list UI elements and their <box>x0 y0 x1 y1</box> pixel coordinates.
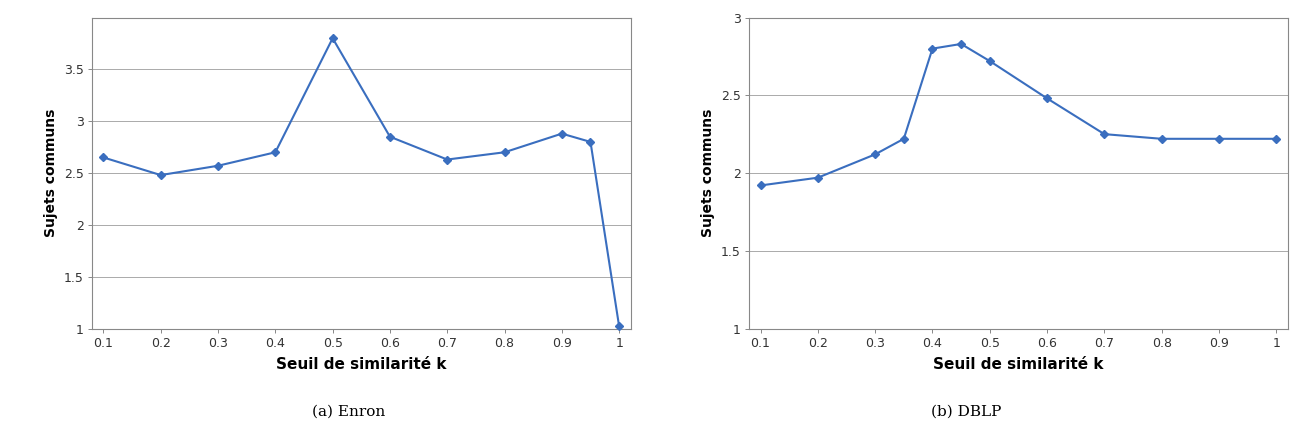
Text: (a) Enron: (a) Enron <box>311 405 385 419</box>
Y-axis label: Sujets communs: Sujets communs <box>45 109 58 237</box>
Text: (b) DBLP: (b) DBLP <box>930 405 1001 419</box>
Y-axis label: Sujets communs: Sujets communs <box>702 109 715 237</box>
X-axis label: Seuil de similarité k: Seuil de similarité k <box>276 357 447 372</box>
X-axis label: Seuil de similarité k: Seuil de similarité k <box>933 357 1104 372</box>
